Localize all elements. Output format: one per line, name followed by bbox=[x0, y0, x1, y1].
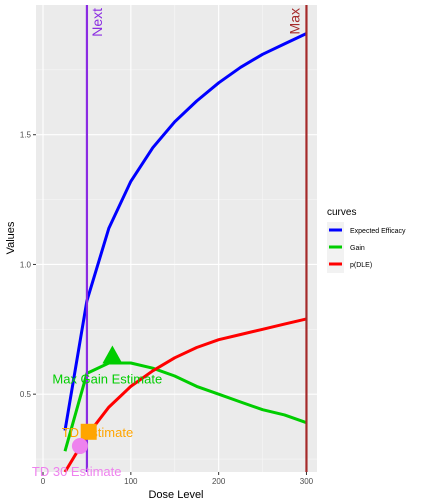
marker-max-gain bbox=[102, 345, 123, 364]
y-tick-label: 1.0 bbox=[20, 260, 32, 269]
y-axis-label: Values bbox=[5, 221, 17, 254]
axis-layer: 0 100 200 300 0.5 1.0 1.5 bbox=[20, 131, 314, 486]
legend-label: p(DLE) bbox=[350, 262, 372, 269]
y-tick-label: 1.5 bbox=[20, 131, 32, 140]
marker-td-estimate bbox=[80, 423, 97, 440]
series-layer bbox=[63, 32, 308, 473]
marker-label: TD Estimate bbox=[62, 425, 134, 440]
marker-label: TD 30 Estimate bbox=[32, 464, 122, 479]
x-tick-label: 200 bbox=[212, 477, 226, 486]
y-tick-label: 0.5 bbox=[20, 390, 32, 399]
marker-label: Max Gain Estimate bbox=[52, 372, 162, 387]
x-axis-label: Dose Level bbox=[148, 489, 203, 501]
vline-layer: Next Max bbox=[85, 5, 308, 472]
vline-label: Next bbox=[89, 8, 105, 37]
legend: curves Expected Efficacy Gain p(DLE) bbox=[327, 207, 406, 273]
x-tick-label: 0 bbox=[41, 477, 46, 486]
vline-label: Max bbox=[286, 8, 302, 34]
legend-label: Expected Efficacy bbox=[350, 228, 406, 235]
series-line-gain bbox=[63, 361, 308, 452]
x-tick-label: 100 bbox=[124, 477, 138, 486]
legend-title: curves bbox=[327, 207, 356, 218]
marker-td30 bbox=[71, 438, 88, 455]
marker-layer: Max Gain Estimate TD Estimate TD 30 Estima… bbox=[32, 345, 162, 479]
x-tick-label: 300 bbox=[300, 477, 314, 486]
series-line-p-dle bbox=[63, 317, 307, 473]
legend-label: Gain bbox=[350, 245, 365, 252]
series-line-expected-efficacy bbox=[63, 32, 308, 431]
